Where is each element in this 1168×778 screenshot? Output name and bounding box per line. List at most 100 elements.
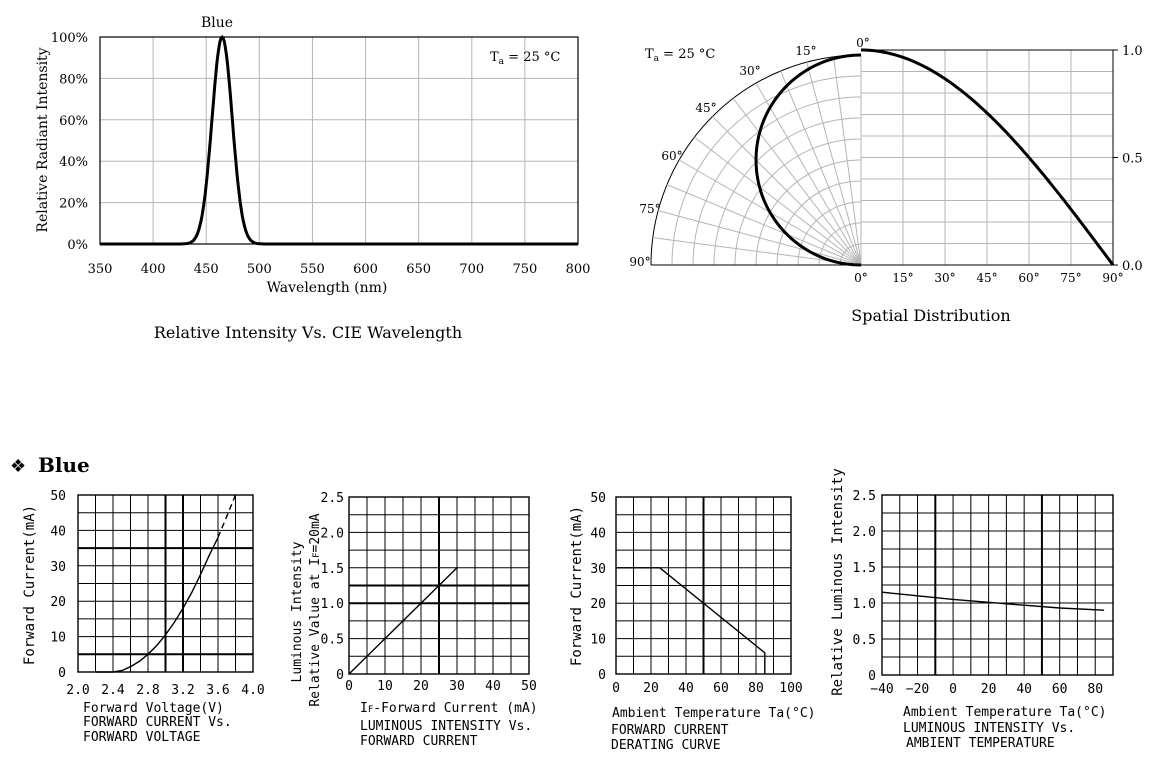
spatial-xtick: 15° bbox=[892, 271, 913, 285]
spatial-ytick: 0.0 bbox=[1122, 259, 1143, 274]
iv-chart: 2.0 2.4 2.8 3.2 3.6 4.0 0 10 20 30 40 50 bbox=[50, 489, 264, 698]
li-ylabel-2: Relative Value at IF=20mA bbox=[308, 513, 323, 706]
spectrum-ytick: 60% bbox=[59, 114, 88, 129]
derating-xtick: 60 bbox=[713, 681, 729, 696]
derating-curve bbox=[616, 567, 766, 674]
spatial-polar-spoke bbox=[780, 70, 862, 266]
spectrum-ytick: 80% bbox=[59, 72, 88, 87]
spatial-polar-spoke bbox=[833, 56, 862, 266]
spatial-polar-label: 90° bbox=[629, 255, 650, 269]
li-ytick: 1.0 bbox=[321, 597, 344, 612]
spectrum-curve bbox=[100, 34, 578, 246]
spatial-polar-label: 30° bbox=[739, 64, 760, 78]
spectrum-peak-label: Blue bbox=[201, 15, 233, 31]
iv-xtick: 3.6 bbox=[206, 683, 229, 698]
spectrum-xtick: 800 bbox=[566, 262, 591, 277]
spatial-polar-spoke bbox=[732, 98, 862, 266]
li-ytick: 0.5 bbox=[321, 633, 344, 648]
derating-ylabel: Forward Current(mA) bbox=[569, 506, 585, 666]
iv-xtick: 2.0 bbox=[66, 683, 89, 698]
iv-ytick: 40 bbox=[50, 524, 66, 539]
li-caption-1: LUMINOUS INTENSITY Vs. bbox=[360, 719, 532, 734]
lt-caption-2: AMBIENT TEMPERATURE bbox=[906, 736, 1055, 751]
lt-xtick: 40 bbox=[1016, 682, 1032, 697]
spatial-xtick: 45° bbox=[976, 271, 997, 285]
spatial-chart: Ta = 25 °C 0° 15° 30° 45° 60° 75° 90° 0° 15° 30°… bbox=[629, 36, 1142, 325]
derating-chart: 0 20 40 60 80 100 0 10 20 30 40 50 bbox=[590, 491, 802, 696]
iv-ylabel: Forward Current(mA) bbox=[22, 505, 38, 665]
iv-caption-1: FORWARD CURRENT Vs. bbox=[83, 715, 232, 730]
iv-ytick: 10 bbox=[50, 631, 66, 646]
spectrum-ytick: 100% bbox=[51, 31, 88, 46]
derating-xtick: 40 bbox=[678, 681, 694, 696]
spectrum-xtick: 650 bbox=[406, 262, 431, 277]
derating-caption-2: DERATING CURVE bbox=[611, 738, 721, 753]
spatial-xtick: 75° bbox=[1060, 271, 1081, 285]
li-ylabel-1: Luminous Intensity bbox=[290, 541, 305, 682]
derating-ytick: 30 bbox=[590, 562, 606, 577]
lt-ytick: 2.0 bbox=[853, 525, 876, 540]
spectrum-condition: Ta = 25 °C bbox=[490, 50, 560, 67]
lt-xtick: 20 bbox=[981, 682, 997, 697]
derating-ytick: 20 bbox=[590, 597, 606, 612]
spatial-caption: Spatial Distribution bbox=[851, 306, 1010, 325]
spectrum-ytick: 0% bbox=[67, 238, 88, 253]
li-xtick: 10 bbox=[377, 679, 393, 694]
iv-frame bbox=[77, 494, 254, 673]
spectrum-xtick: 400 bbox=[141, 262, 166, 277]
lt-xtick: −40 bbox=[870, 682, 893, 697]
lt-caption-1: LUMINOUS INTENSITY Vs. bbox=[903, 721, 1075, 736]
spatial-polar-spoke bbox=[806, 62, 862, 266]
iv-ytick: 20 bbox=[50, 595, 66, 610]
lt-ytick: 2.5 bbox=[853, 489, 876, 504]
spatial-polar-label: 45° bbox=[695, 101, 716, 115]
lt-ytick: 1.5 bbox=[853, 561, 876, 576]
lt-chart: −40 −20 0 20 40 60 80 0 0.5 1.0 1.5 2.0 2.5 bbox=[853, 489, 1114, 697]
iv-curve bbox=[95, 537, 219, 673]
spatial-polar-label: 60° bbox=[661, 149, 682, 163]
spatial-condition: Ta = 25 °C bbox=[645, 47, 715, 64]
li-caption-2: FORWARD CURRENT bbox=[360, 734, 478, 749]
spatial-polar-label: 75° bbox=[639, 202, 660, 216]
spatial-ytick: 1.0 bbox=[1122, 44, 1143, 59]
li-chart: 0 10 20 30 40 50 0 0.5 1.0 1.5 2.0 2.5 bbox=[321, 491, 537, 694]
spatial-xtick: 30° bbox=[934, 271, 955, 285]
spectrum-xtick: 750 bbox=[512, 262, 537, 277]
iv-ytick: 30 bbox=[50, 560, 66, 575]
iv-xlabel: Forward Voltage(V) bbox=[83, 701, 224, 716]
li-curve bbox=[348, 567, 458, 675]
lt-ytick: 0.5 bbox=[853, 633, 876, 648]
spatial-polar-label: 0° bbox=[856, 36, 870, 50]
lt-xlabel: Ambient Temperature Ta(°C) bbox=[903, 705, 1107, 720]
spectrum-xtick: 550 bbox=[300, 262, 325, 277]
spatial-polar-spoke bbox=[712, 116, 862, 266]
derating-caption-1: FORWARD CURRENT bbox=[611, 723, 729, 738]
spatial-ytick: 0.5 bbox=[1122, 152, 1143, 167]
li-ytick: 2.0 bbox=[321, 526, 344, 541]
section-title: Blue bbox=[38, 453, 90, 477]
spatial-polar-spoke bbox=[658, 210, 862, 266]
spatial-rect-curve bbox=[861, 48, 1115, 266]
derating-ytick: 40 bbox=[590, 526, 606, 541]
li-xtick: 50 bbox=[521, 679, 537, 694]
derating-ytick: 0 bbox=[598, 668, 606, 683]
section-marker-icon: ❖ bbox=[10, 456, 26, 477]
li-ytick: 2.5 bbox=[321, 491, 344, 506]
lt-ylabel: Relative Luminous Intensity bbox=[830, 468, 846, 696]
li-ytick: 1.5 bbox=[321, 562, 344, 577]
iv-caption-2: FORWARD VOLTAGE bbox=[83, 730, 200, 745]
spatial-polar-spoke bbox=[755, 82, 862, 266]
lt-ytick: 0 bbox=[868, 669, 876, 684]
li-xtick: 20 bbox=[413, 679, 429, 694]
derating-ytick: 10 bbox=[590, 633, 606, 648]
iv-xtick: 2.8 bbox=[136, 683, 159, 698]
iv-curve-dashed bbox=[217, 494, 237, 538]
derating-ytick: 50 bbox=[590, 491, 606, 506]
spectrum-xlabel: Wavelength (nm) bbox=[267, 280, 388, 296]
spatial-polar-curve bbox=[754, 53, 862, 267]
spatial-polar-spoke bbox=[666, 184, 862, 266]
derating-xtick: 20 bbox=[643, 681, 659, 696]
spectrum-xtick: 450 bbox=[194, 262, 219, 277]
spectrum-xtick: 600 bbox=[353, 262, 378, 277]
spatial-polar-spoke bbox=[694, 136, 862, 266]
